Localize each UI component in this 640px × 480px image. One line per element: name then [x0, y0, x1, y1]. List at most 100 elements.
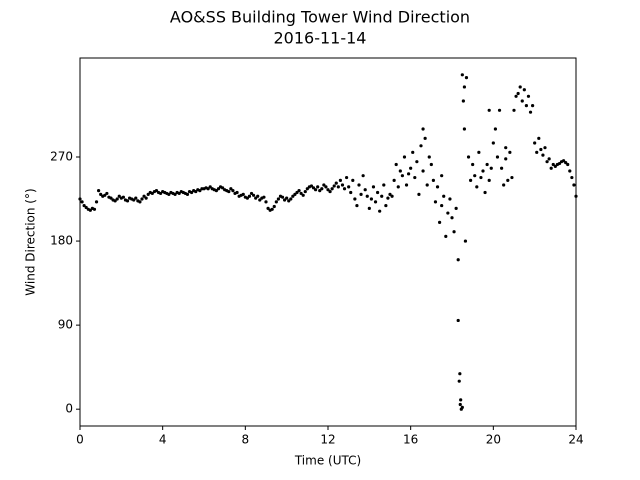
data-point — [413, 175, 417, 180]
data-point — [549, 166, 553, 170]
data-point — [208, 185, 212, 189]
data-point — [99, 192, 103, 196]
data-point — [497, 108, 502, 112]
data-point — [396, 185, 400, 189]
data-point — [457, 379, 461, 383]
x-tick-label: 24 — [568, 433, 583, 447]
data-point — [252, 193, 256, 197]
data-point — [489, 166, 493, 170]
x-tick-label: 16 — [403, 433, 418, 447]
data-point — [394, 162, 398, 167]
data-point — [254, 196, 258, 200]
data-point — [466, 155, 471, 159]
data-point — [249, 191, 254, 196]
data-point — [221, 186, 225, 190]
data-point — [363, 188, 367, 192]
data-point — [336, 185, 340, 189]
data-point — [109, 196, 113, 200]
data-point — [440, 174, 444, 178]
data-point — [103, 193, 107, 197]
data-point — [301, 193, 305, 197]
data-point — [411, 150, 415, 154]
data-point — [485, 162, 489, 167]
data-point — [324, 185, 328, 189]
data-point — [231, 189, 235, 193]
data-point — [545, 160, 549, 164]
data-point — [82, 203, 86, 208]
data-point — [463, 239, 468, 243]
x-tick-label: 8 — [242, 433, 250, 447]
data-point — [314, 188, 318, 192]
data-point — [380, 194, 384, 198]
data-point — [287, 199, 291, 203]
data-point — [371, 185, 376, 189]
data-point — [283, 198, 287, 202]
data-point — [144, 196, 148, 200]
data-point — [460, 73, 464, 77]
data-point — [132, 198, 136, 202]
data-point — [535, 150, 539, 154]
data-point — [349, 190, 353, 195]
data-point — [361, 174, 365, 178]
data-point — [134, 196, 138, 200]
data-point — [464, 76, 469, 80]
data-point — [510, 175, 514, 180]
data-point — [140, 197, 144, 201]
data-point — [328, 189, 332, 194]
data-point — [502, 183, 506, 187]
y-tick-label: 270 — [50, 150, 73, 164]
data-point — [326, 188, 330, 192]
data-point — [305, 187, 309, 191]
data-point — [415, 160, 419, 164]
data-point — [446, 211, 450, 215]
data-point — [367, 206, 371, 210]
data-point — [524, 104, 529, 108]
data-point — [347, 185, 351, 189]
data-point — [113, 199, 117, 203]
data-point — [334, 181, 338, 185]
data-point — [322, 183, 326, 187]
data-point — [479, 175, 483, 180]
data-point — [247, 194, 252, 198]
data-point — [495, 155, 500, 159]
data-point — [285, 196, 289, 200]
data-point — [553, 164, 557, 168]
ticks: 0 4 8 12 16 20 24 0 90 180 270 — [50, 150, 584, 447]
data-point — [167, 192, 171, 196]
data-point — [94, 200, 99, 204]
data-point — [332, 184, 336, 188]
data-point — [425, 183, 429, 187]
data-point — [461, 99, 465, 103]
data-point — [398, 169, 402, 173]
data-point — [512, 108, 516, 112]
data-point — [229, 187, 233, 191]
data-point — [456, 318, 460, 323]
data-point — [297, 189, 301, 193]
data-point — [423, 136, 427, 140]
data-point — [150, 191, 154, 196]
data-point — [572, 183, 576, 187]
data-point — [245, 196, 249, 200]
data-point — [258, 198, 262, 202]
data-point — [357, 183, 361, 187]
data-point — [557, 161, 562, 166]
data-point — [568, 169, 572, 173]
data-point — [566, 162, 570, 167]
data-point — [272, 204, 276, 209]
data-point — [564, 161, 568, 165]
data-point — [353, 197, 357, 201]
data-point — [154, 189, 159, 193]
data-point — [429, 162, 433, 167]
data-point — [241, 192, 245, 196]
data-point — [487, 108, 491, 112]
data-point — [318, 189, 322, 193]
data-point — [543, 146, 547, 150]
x-tick-label: 20 — [486, 433, 501, 447]
points — [78, 73, 578, 411]
data-point — [491, 141, 495, 145]
data-point — [142, 194, 146, 198]
data-point — [444, 234, 448, 238]
data-point — [309, 184, 314, 188]
plot-frame — [79, 57, 577, 427]
